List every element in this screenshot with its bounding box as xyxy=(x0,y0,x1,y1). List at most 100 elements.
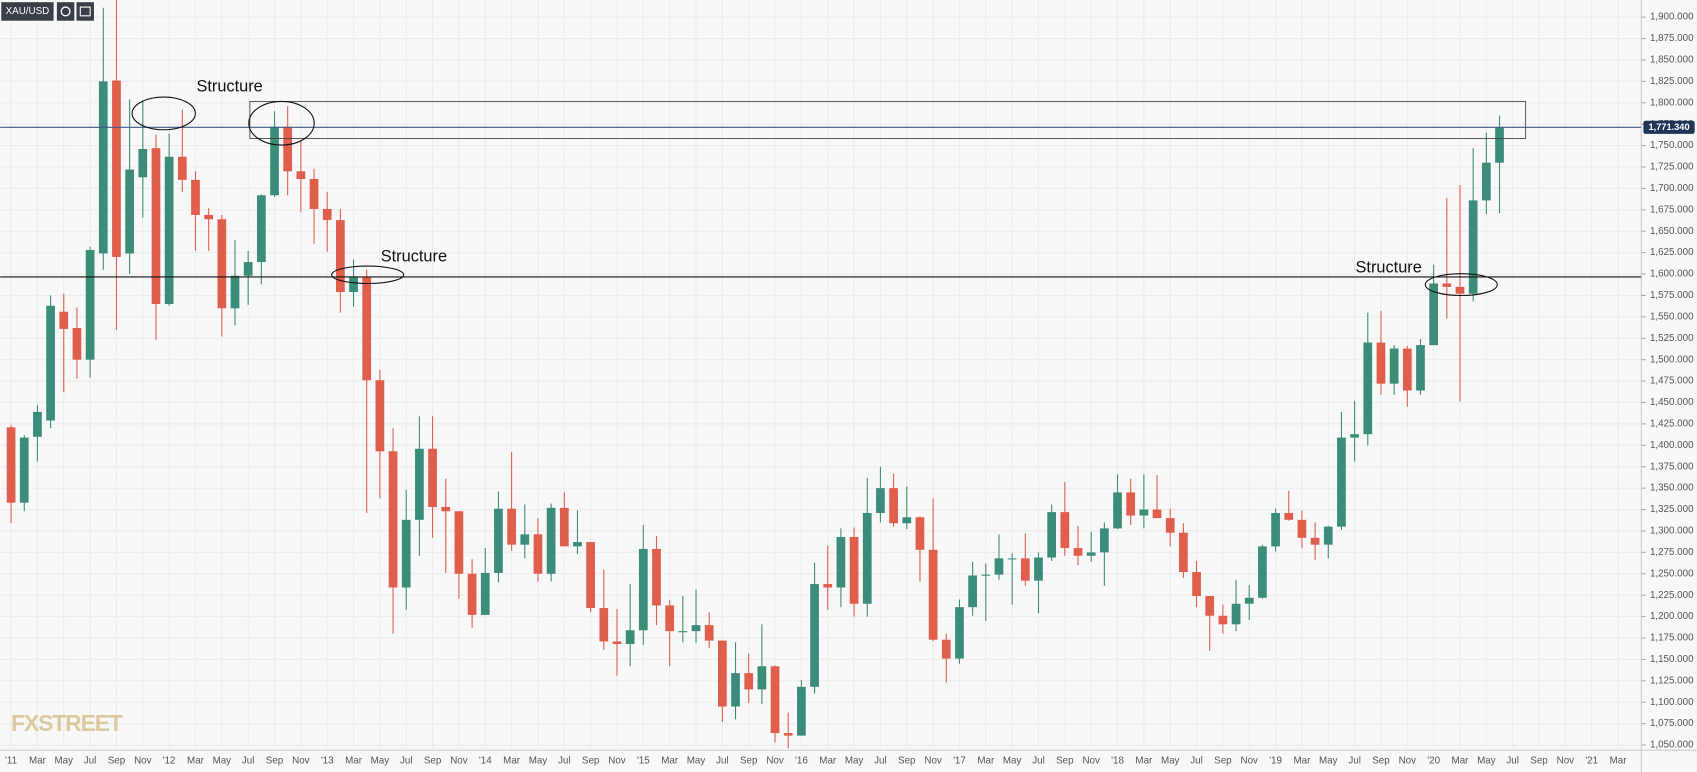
x-tick-label: '21 xyxy=(1585,756,1598,767)
refresh-button[interactable] xyxy=(56,2,75,21)
x-tick-label: Sep xyxy=(898,756,916,767)
logo: FXSTREET xyxy=(11,710,123,736)
x-tick-label: '14 xyxy=(479,756,492,767)
x-tick-label: Jul xyxy=(1032,756,1045,767)
x-tick-label: Mar xyxy=(661,756,679,767)
x-tick-label: Mar xyxy=(1135,756,1153,767)
candle-body xyxy=(375,380,385,452)
candle-body xyxy=(704,625,714,641)
symbol-badge xyxy=(1,2,54,21)
candle-body xyxy=(586,542,596,609)
candle-body xyxy=(1323,526,1333,545)
x-tick-label: '15 xyxy=(637,756,650,767)
x-tick-label: Mar xyxy=(1293,756,1311,767)
candle-body xyxy=(928,549,938,640)
x-tick-label: Jul xyxy=(400,756,413,767)
x-tick-label: Jul xyxy=(558,756,571,767)
candle-body xyxy=(665,605,675,632)
x-tick-label: Mar xyxy=(187,756,205,767)
candle-body xyxy=(1007,558,1017,560)
y-tick-label: 1,125.000 xyxy=(1650,675,1694,686)
x-tick-label: Sep xyxy=(1214,756,1232,767)
candle-body xyxy=(757,666,767,690)
y-tick-label: 1,625.000 xyxy=(1650,247,1694,258)
x-tick-label: Sep xyxy=(1372,756,1390,767)
y-tick-label: 1,650.000 xyxy=(1650,226,1694,237)
candle-body xyxy=(1034,557,1043,581)
y-tick-label: 1,250.000 xyxy=(1650,568,1694,579)
candle-body xyxy=(362,276,372,381)
x-tick-label: Mar xyxy=(503,756,521,767)
candle-body xyxy=(467,573,477,615)
x-tick-label: May xyxy=(55,756,74,767)
symbol: XAU/USD xyxy=(6,6,50,17)
candle-body xyxy=(638,548,648,631)
candle-body xyxy=(889,488,898,524)
candle-body xyxy=(33,411,42,437)
candle-body xyxy=(810,584,819,687)
candle-body xyxy=(1020,558,1030,581)
annotation: Structure xyxy=(1356,259,1422,277)
candle-body xyxy=(625,630,635,645)
y-tick-label: 1,325.000 xyxy=(1650,504,1694,515)
x-tick-label: '16 xyxy=(795,756,808,767)
candle-body xyxy=(1337,437,1346,527)
x-tick-label: Nov xyxy=(1399,756,1417,767)
y-tick-label: 1,100.000 xyxy=(1650,697,1694,708)
candle-body xyxy=(1481,162,1491,201)
x-tick-label: '11 xyxy=(5,756,17,767)
x-tick-label: '13 xyxy=(321,756,334,767)
x-tick-label: Mar xyxy=(345,756,363,767)
candle-body xyxy=(72,327,82,360)
y-tick-label: 1,425.000 xyxy=(1650,419,1694,430)
y-tick-label: 1,850.000 xyxy=(1650,55,1694,66)
y-tick-label: 1,500.000 xyxy=(1650,354,1694,365)
annotation: Structure xyxy=(196,78,262,96)
candle-body xyxy=(1126,492,1136,516)
x-tick-label: Jul xyxy=(84,756,97,767)
candle-body xyxy=(441,506,451,512)
x-tick-label: Nov xyxy=(134,756,152,767)
x-tick-label: Nov xyxy=(1241,756,1259,767)
candle-body xyxy=(1179,532,1188,573)
candle-body xyxy=(902,517,912,524)
y-tick-label: 1,875.000 xyxy=(1650,33,1694,44)
candle-body xyxy=(1244,597,1254,604)
x-tick-label: Sep xyxy=(424,756,442,767)
x-tick-label: May xyxy=(529,756,548,767)
candle-body xyxy=(1376,342,1386,384)
y-tick-label: 1,050.000 xyxy=(1650,740,1694,751)
candle-body xyxy=(46,305,55,421)
y-tick-label: 1,575.000 xyxy=(1650,290,1694,301)
candle-body xyxy=(994,558,1004,575)
y-tick-label: 1,400.000 xyxy=(1650,440,1694,451)
candle-body xyxy=(309,178,319,209)
x-tick-label: Sep xyxy=(1530,756,1548,767)
x-tick-label: Sep xyxy=(266,756,284,767)
candle-body xyxy=(652,548,661,606)
x-tick-label: Jul xyxy=(1506,756,1519,767)
candle-body xyxy=(823,584,833,588)
candle-body xyxy=(98,81,108,254)
candle-body xyxy=(559,507,569,547)
x-tick-label: May xyxy=(687,756,706,767)
x-tick-label: Jul xyxy=(716,756,729,767)
x-tick-label: Mar xyxy=(29,756,47,767)
candle-body xyxy=(1192,572,1201,597)
candle-body xyxy=(507,508,516,545)
x-tick-label: Mar xyxy=(1452,756,1470,767)
calendar-icon xyxy=(79,6,91,17)
x-tick-label: Mar xyxy=(1610,756,1628,767)
calendar-button[interactable] xyxy=(76,2,94,21)
candle-body xyxy=(1402,348,1412,391)
candle-body xyxy=(783,733,793,736)
x-tick-label: Sep xyxy=(582,756,600,767)
candle-body xyxy=(151,148,161,305)
candle-body xyxy=(876,488,885,513)
y-tick-label: 1,600.000 xyxy=(1650,269,1694,280)
candle-body xyxy=(955,607,964,659)
candle-body xyxy=(415,448,424,520)
candle-body xyxy=(1310,537,1320,545)
candle-body xyxy=(1086,552,1096,556)
